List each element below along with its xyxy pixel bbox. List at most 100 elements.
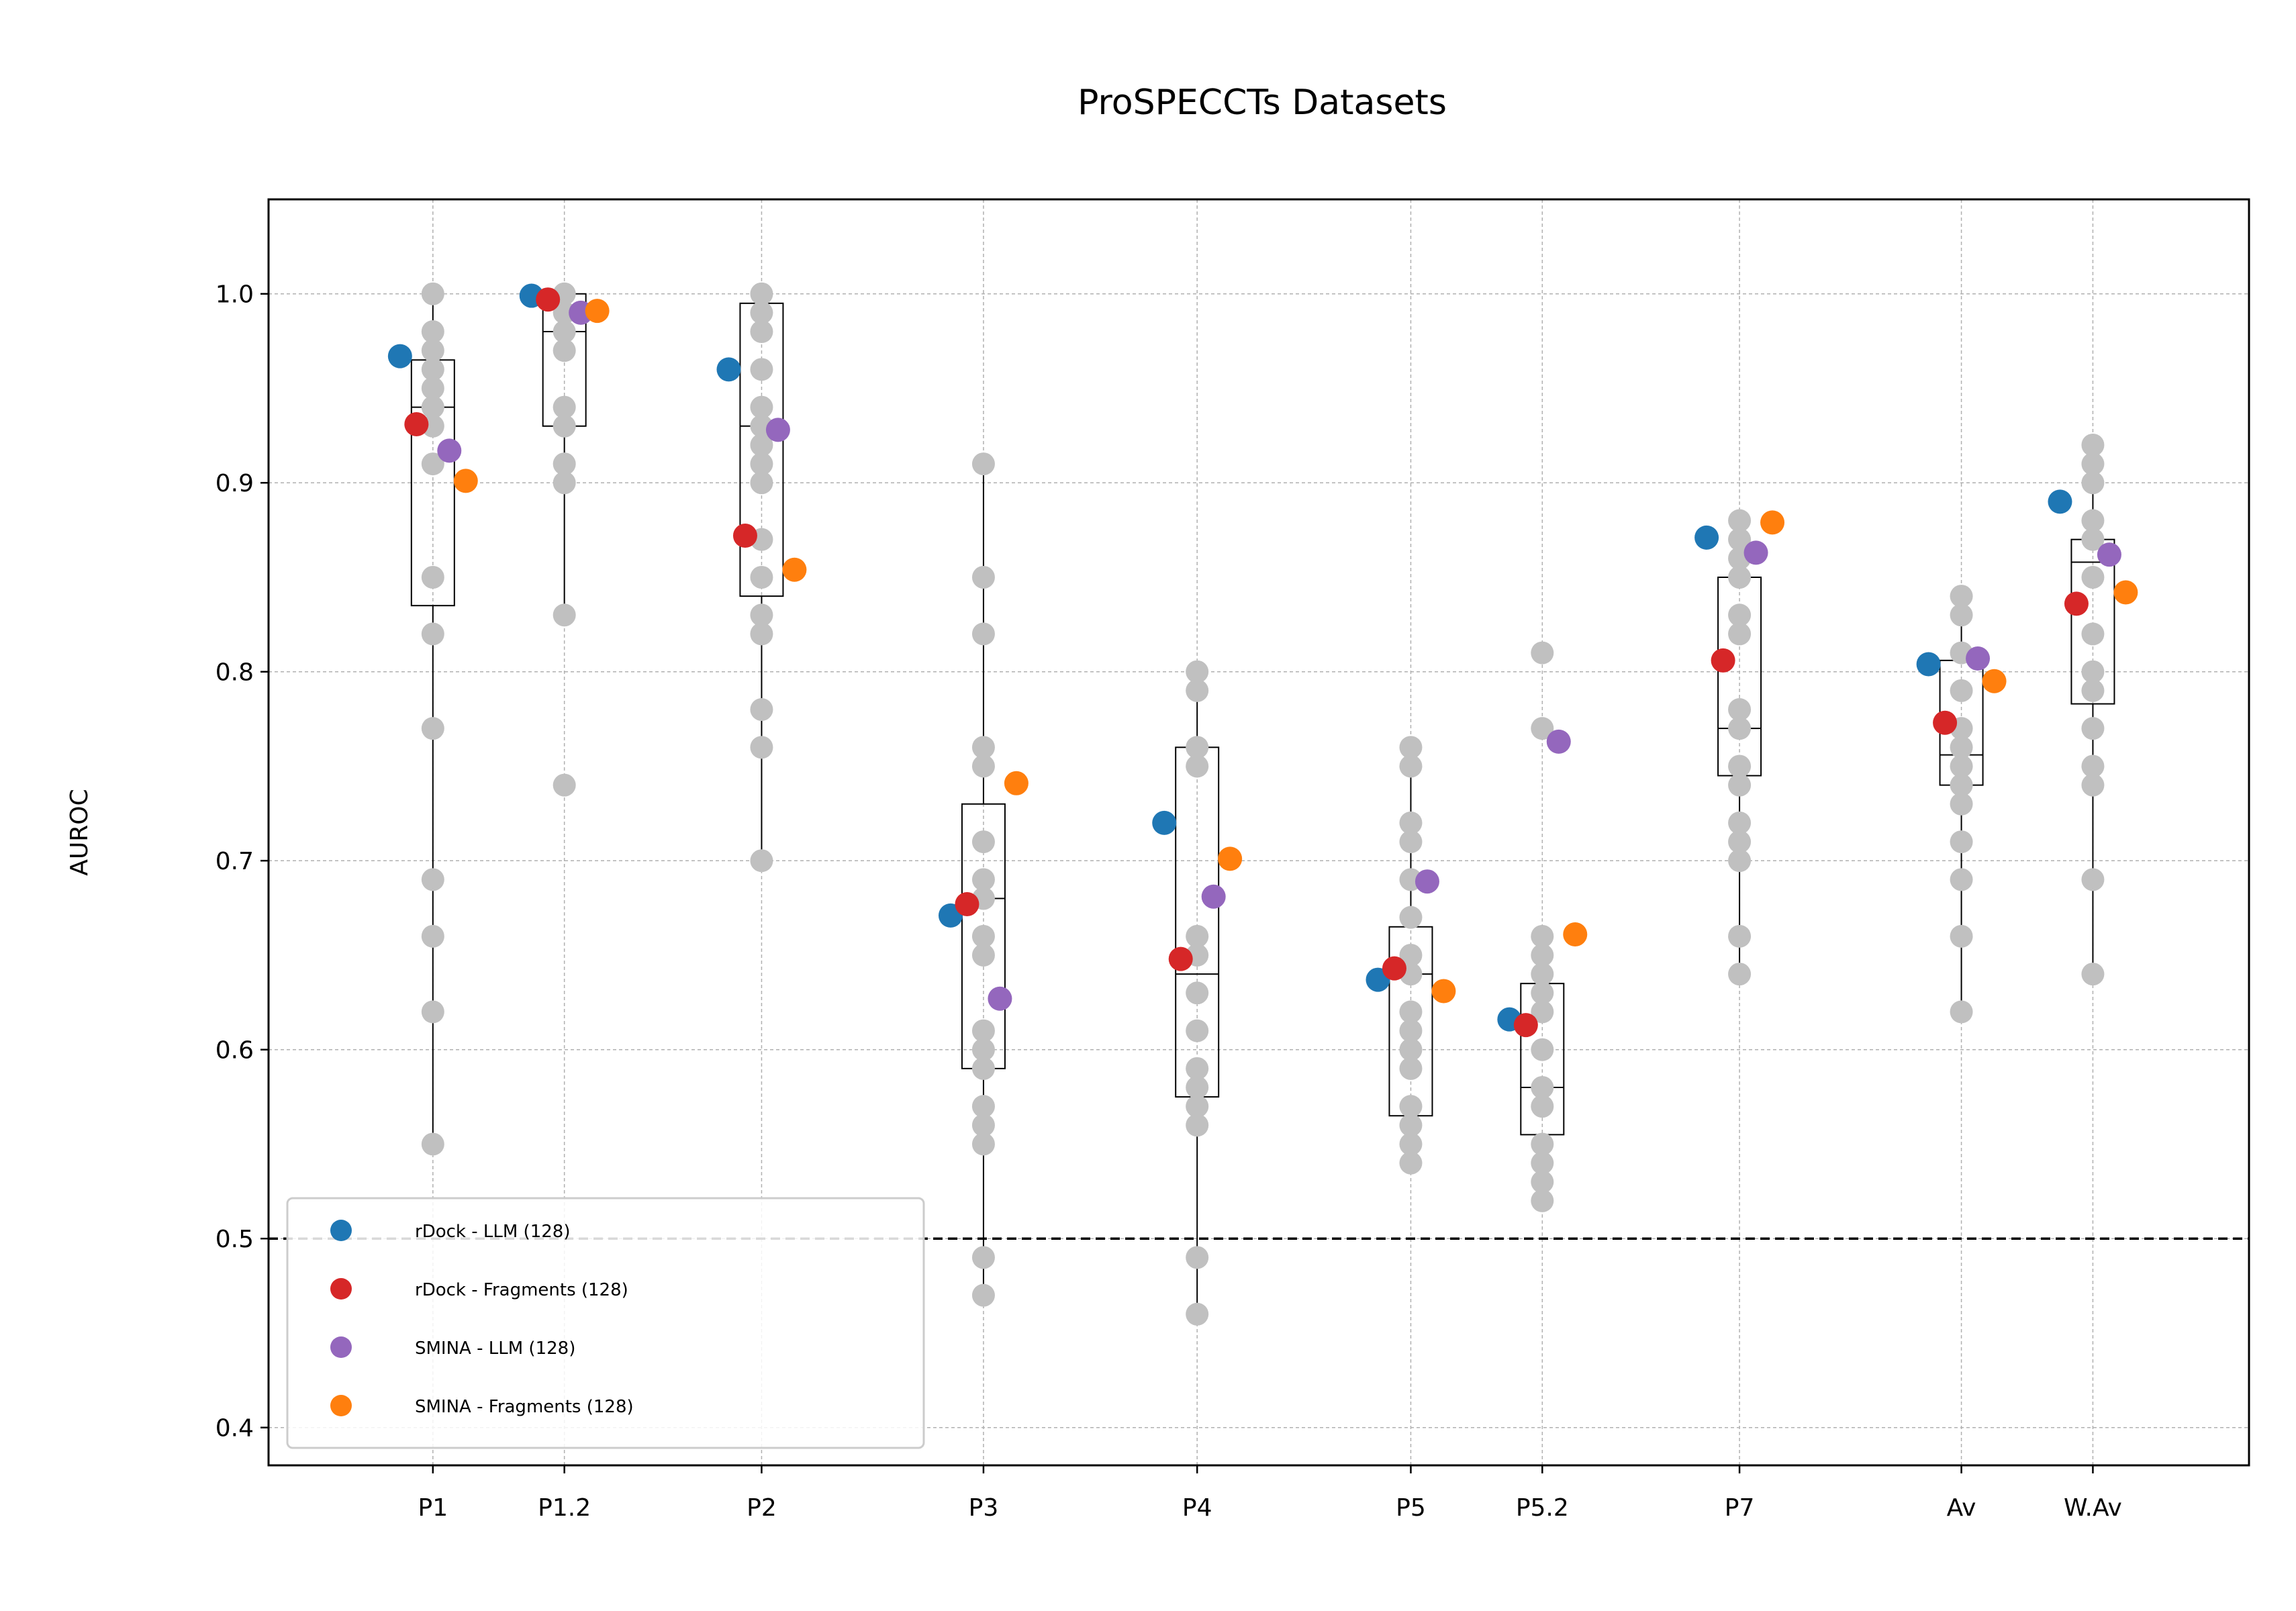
background-point — [971, 1038, 995, 1061]
background-point — [1728, 924, 1752, 948]
background-point — [1531, 641, 1554, 665]
background-point — [1399, 1132, 1423, 1156]
plot-frame — [267, 198, 2250, 1467]
background-point — [2081, 452, 2105, 476]
background-point — [2081, 565, 2105, 589]
x-tick-label: W.Av — [2064, 1494, 2122, 1522]
y-tick-label: 1.0 — [216, 281, 254, 309]
x-tick-label: P4 — [1182, 1494, 1212, 1522]
x-tick-label: P2 — [747, 1494, 777, 1522]
y-tick-label: 0.8 — [216, 659, 254, 687]
background-point — [1728, 717, 1752, 740]
series-point — [1916, 652, 1941, 677]
background-point — [971, 452, 995, 476]
background-point — [1531, 1076, 1554, 1100]
background-point — [750, 736, 773, 759]
background-point — [553, 452, 576, 476]
background-point — [971, 830, 995, 854]
background-point — [971, 1019, 995, 1042]
background-point — [1728, 698, 1752, 722]
series-point — [437, 438, 462, 463]
series-point — [716, 357, 741, 382]
x-tick-label: P5.2 — [1516, 1494, 1569, 1522]
background-point — [1950, 792, 1973, 816]
background-point — [421, 358, 444, 381]
background-point — [1186, 1095, 1209, 1118]
background-point — [1728, 754, 1752, 778]
background-point — [750, 320, 773, 344]
background-point — [1186, 736, 1209, 759]
background-point — [750, 849, 773, 873]
series-point — [1415, 869, 1439, 894]
background-point — [1186, 660, 1209, 683]
x-tick-label: P1.2 — [538, 1494, 591, 1522]
background-point — [750, 622, 773, 646]
series-point — [2097, 542, 2121, 567]
background-point — [1950, 830, 1973, 854]
background-point — [1531, 981, 1554, 1005]
background-point — [1728, 528, 1752, 551]
background-point — [421, 339, 444, 362]
background-point — [1950, 773, 1973, 797]
background-point — [421, 452, 444, 476]
series-point — [1218, 846, 1243, 871]
legend: rDock - LLM (128) rDock - Fragments (128)… — [286, 1197, 925, 1449]
background-point — [1399, 1114, 1423, 1137]
legend-label: rDock - LLM (128) — [415, 1222, 570, 1242]
background-point — [971, 1057, 995, 1080]
background-point — [1950, 868, 1973, 891]
background-point — [1399, 906, 1423, 929]
background-point — [421, 622, 444, 646]
series-point — [1694, 525, 1719, 550]
y-axis-ticks: 0.4 0.5 0.6 0.7 0.8 0.9 1.0 — [216, 281, 269, 1443]
background-point — [1399, 1057, 1423, 1080]
background-point — [1399, 1095, 1423, 1118]
background-point — [1399, 830, 1423, 854]
series-point — [1004, 771, 1029, 795]
y-axis-label: AUROC — [66, 789, 93, 875]
grid-lines — [269, 199, 2249, 1465]
background-point — [421, 1132, 444, 1156]
box-plot-layer — [410, 293, 2115, 1314]
background-point — [421, 717, 444, 740]
series-point — [782, 557, 807, 582]
legend-marker — [330, 1278, 352, 1300]
background-point — [1399, 1019, 1423, 1042]
background-point — [1399, 1151, 1423, 1175]
background-point — [2081, 773, 2105, 797]
background-point — [1531, 1000, 1554, 1024]
background-point — [553, 339, 576, 362]
background-point — [971, 622, 995, 646]
background-point — [971, 943, 995, 967]
series-point — [1546, 729, 1571, 754]
series-point — [732, 524, 757, 548]
background-point — [1186, 1302, 1209, 1326]
background-point — [553, 395, 576, 419]
background-point — [1950, 754, 1973, 778]
background-point — [1186, 981, 1209, 1005]
background-point — [2081, 471, 2105, 495]
background-point — [421, 868, 444, 891]
series-point — [988, 986, 1012, 1011]
background-point — [1950, 603, 1973, 627]
background-point — [421, 282, 444, 305]
x-axis-ticks: P1 P1.2 P2 P3 P4 P5 P5.2 P7 Av W.Av — [418, 1465, 2122, 1522]
background-point — [2081, 660, 2105, 683]
background-point — [1531, 1132, 1554, 1156]
background-point — [1531, 963, 1554, 986]
series-point — [1201, 884, 1226, 909]
series-point — [1382, 956, 1406, 981]
background-point — [1399, 943, 1423, 967]
background-point — [750, 358, 773, 381]
background-point — [750, 452, 773, 476]
background-point — [1186, 1076, 1209, 1100]
background-point — [553, 471, 576, 495]
background-point — [1728, 811, 1752, 834]
series-point — [1760, 510, 1785, 535]
background-point — [971, 754, 995, 778]
background-point — [553, 301, 576, 324]
background-point — [1186, 1019, 1209, 1042]
background-point — [1950, 1000, 1973, 1024]
background-point — [421, 924, 444, 948]
legend-marker — [330, 1336, 352, 1358]
